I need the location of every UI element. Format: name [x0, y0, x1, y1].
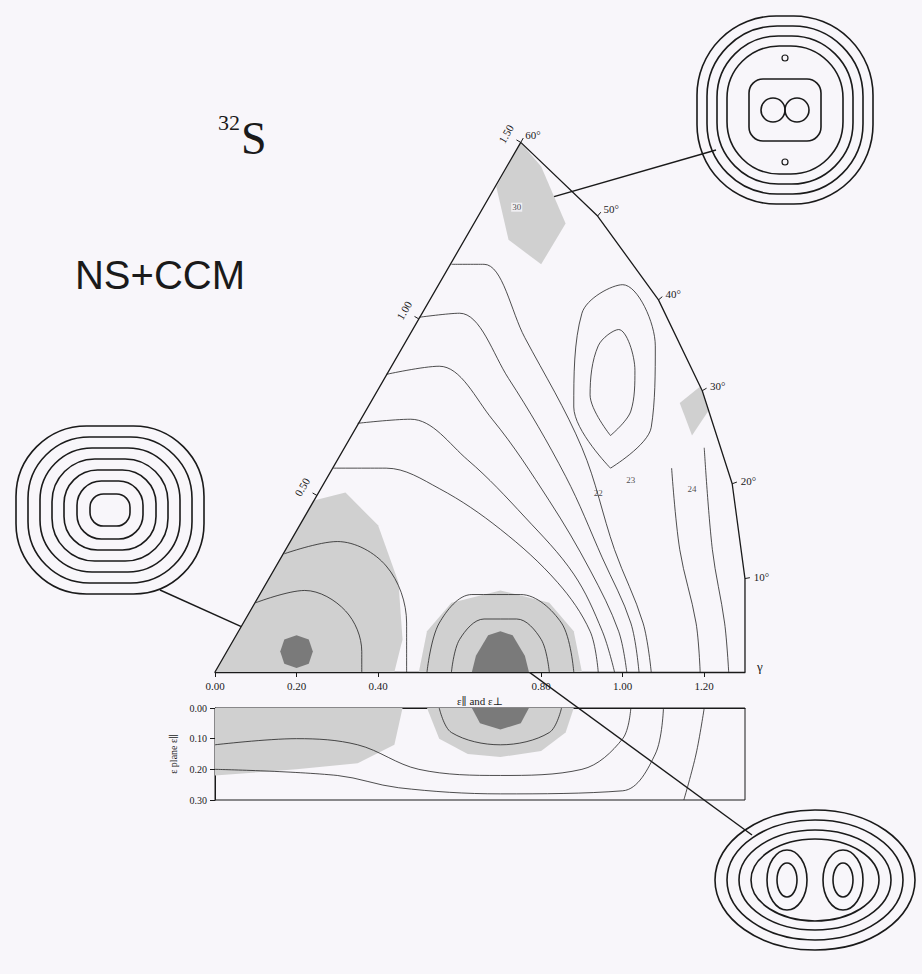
svg-text:ε plane ε∥: ε plane ε∥: [168, 734, 179, 774]
svg-text:0.30: 0.30: [190, 795, 208, 806]
svg-text:1.20: 1.20: [695, 680, 715, 692]
svg-text:20°: 20°: [741, 475, 756, 487]
svg-text:γ: γ: [756, 659, 763, 674]
svg-text:0.00: 0.00: [205, 680, 225, 692]
svg-text:0.80: 0.80: [532, 680, 552, 692]
svg-text:NS+CCM: NS+CCM: [75, 253, 245, 297]
svg-text:40°: 40°: [665, 288, 680, 300]
svg-text:24: 24: [688, 484, 698, 494]
svg-text:1.00: 1.00: [613, 680, 633, 692]
svg-text:0.10: 0.10: [190, 733, 208, 744]
svg-text:0.20: 0.20: [190, 764, 208, 775]
svg-text:S: S: [241, 113, 267, 164]
svg-text:60°: 60°: [525, 129, 540, 141]
svg-text:23: 23: [626, 475, 636, 485]
svg-text:1.50: 1.50: [496, 122, 516, 145]
svg-text:30°: 30°: [710, 380, 725, 392]
svg-text:32: 32: [218, 110, 240, 135]
svg-text:0.20: 0.20: [287, 680, 307, 692]
svg-text:0.50: 0.50: [292, 475, 312, 498]
svg-text:50°: 50°: [603, 203, 618, 215]
svg-text:1.00: 1.00: [394, 299, 414, 322]
svg-text:0.00: 0.00: [190, 703, 208, 714]
svg-text:22: 22: [593, 487, 603, 498]
svg-text:ε∥ and ε⊥: ε∥ and ε⊥: [457, 695, 503, 707]
svg-text:10°: 10°: [754, 571, 769, 583]
svg-text:0.40: 0.40: [368, 680, 388, 692]
svg-text:30: 30: [512, 202, 522, 212]
